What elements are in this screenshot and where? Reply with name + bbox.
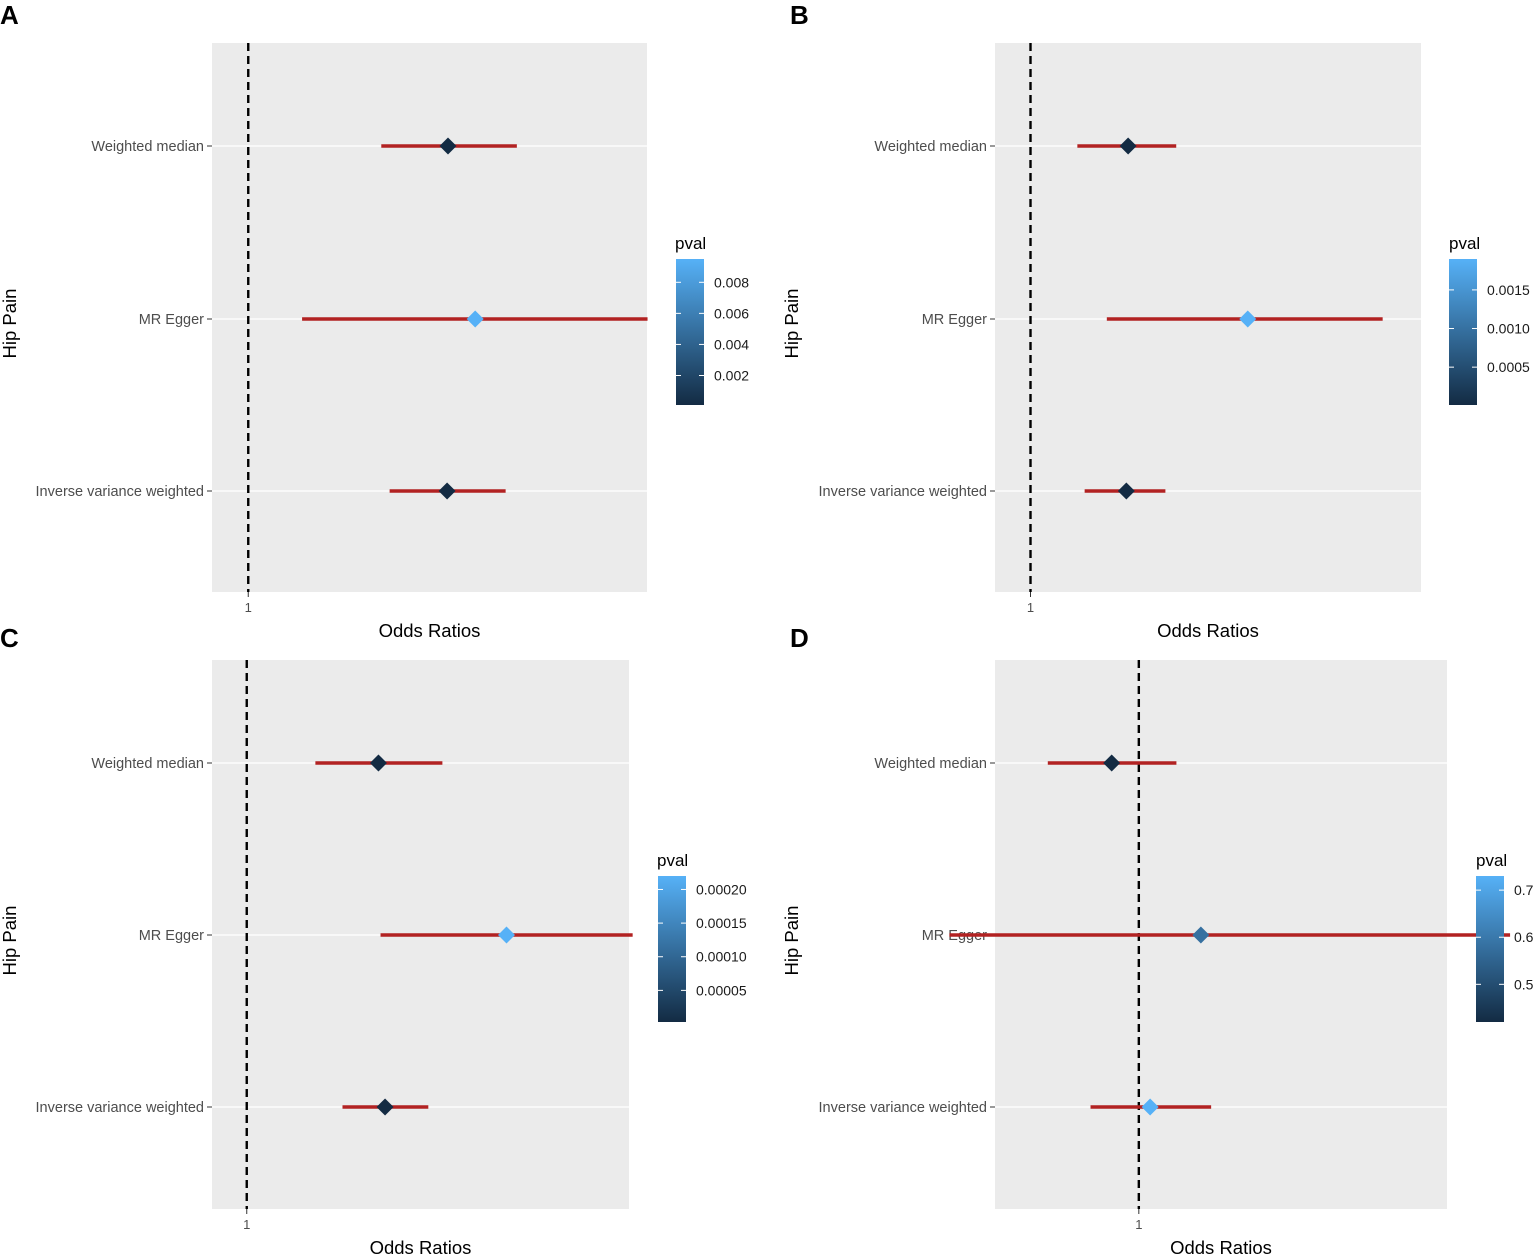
legend-title: pval [675,234,706,253]
y-tick-label: MR Egger [139,312,204,328]
point-estimate-diamond [438,482,456,500]
panel-letter: A [0,0,19,30]
legend-tick-label: 0.0005 [1487,359,1530,375]
x-axis-title: Odds Ratios [379,620,481,641]
legend-tick-label: 0.6 [1514,929,1534,945]
legend-title: pval [657,851,688,870]
legend-tick-label: 0.00010 [696,949,747,965]
point-estimate-diamond [1239,310,1257,328]
y-tick-label: Weighted median [91,756,204,772]
legend-colorbar [1476,876,1504,1022]
panel-b: B Weighted median MR Egger Inverse variance… [781,0,1530,641]
legend-tick-label: 0.002 [714,367,749,383]
x-axis-title: Odds Ratios [1170,1237,1272,1255]
y-tick-label: Weighted median [874,756,987,772]
y-tick-label: Weighted median [91,139,204,155]
x-axis-title: Odds Ratios [1157,620,1259,641]
panel-letter: D [790,623,809,653]
legend-colorbar [658,876,686,1022]
legend-tick-label: 0.006 [714,305,749,321]
y-tick-label: Inverse variance weighted [819,484,987,500]
legend-colorbar [1449,259,1477,405]
y-axis-title: Hip Pain [0,906,20,976]
panel-c: C Weighted median MR Egger Inverse variance… [0,623,747,1255]
y-axis-title: Hip Pain [781,906,802,976]
panel-letter: B [790,0,809,30]
y-axis-title: Hip Pain [781,289,802,359]
y-tick-label: MR Egger [139,928,204,944]
point-estimate-diamond [498,926,516,944]
legend-tick-label: 0.0010 [1487,321,1530,337]
y-tick-label: Inverse variance weighted [819,1100,987,1116]
y-tick-label: Inverse variance weighted [36,1100,204,1116]
x-tick-label: 1 [1027,600,1034,615]
point-estimate-diamond [1103,754,1121,772]
legend-colorbar [676,259,704,405]
legend-tick-label: 0.00020 [696,881,747,897]
legend-tick-label: 0.0015 [1487,282,1530,298]
legend-tick-label: 0.008 [714,274,749,290]
panel-a: A Weighted median MR Egger Inverse variance… [0,0,749,641]
y-tick-label: Inverse variance weighted [36,484,204,500]
legend-title: pval [1449,234,1480,253]
panel-letter: C [0,623,19,653]
point-estimate-diamond [439,137,457,155]
point-estimate-diamond [1141,1098,1159,1116]
point-estimate-diamond [1192,926,1210,944]
y-tick-label: Weighted median [874,139,987,155]
legend-tick-label: 0.5 [1514,976,1534,992]
legend-title: pval [1476,851,1507,870]
x-tick-label: 1 [243,1217,250,1232]
x-tick-label: 1 [245,600,252,615]
x-tick-label: 1 [1135,1217,1142,1232]
legend-tick-label: 0.004 [714,336,749,352]
y-axis-title: Hip Pain [0,289,20,359]
point-estimate-diamond [1119,137,1137,155]
point-estimate-diamond [1117,482,1135,500]
point-estimate-diamond [376,1098,394,1116]
point-estimate-diamond [369,754,387,772]
legend-tick-label: 0.7 [1514,882,1534,898]
legend-tick-label: 0.00005 [696,982,747,998]
legend-tick-label: 0.00015 [696,915,747,931]
y-tick-label: MR Egger [922,312,987,328]
point-estimate-diamond [466,310,484,328]
x-axis-title: Odds Ratios [370,1237,472,1255]
